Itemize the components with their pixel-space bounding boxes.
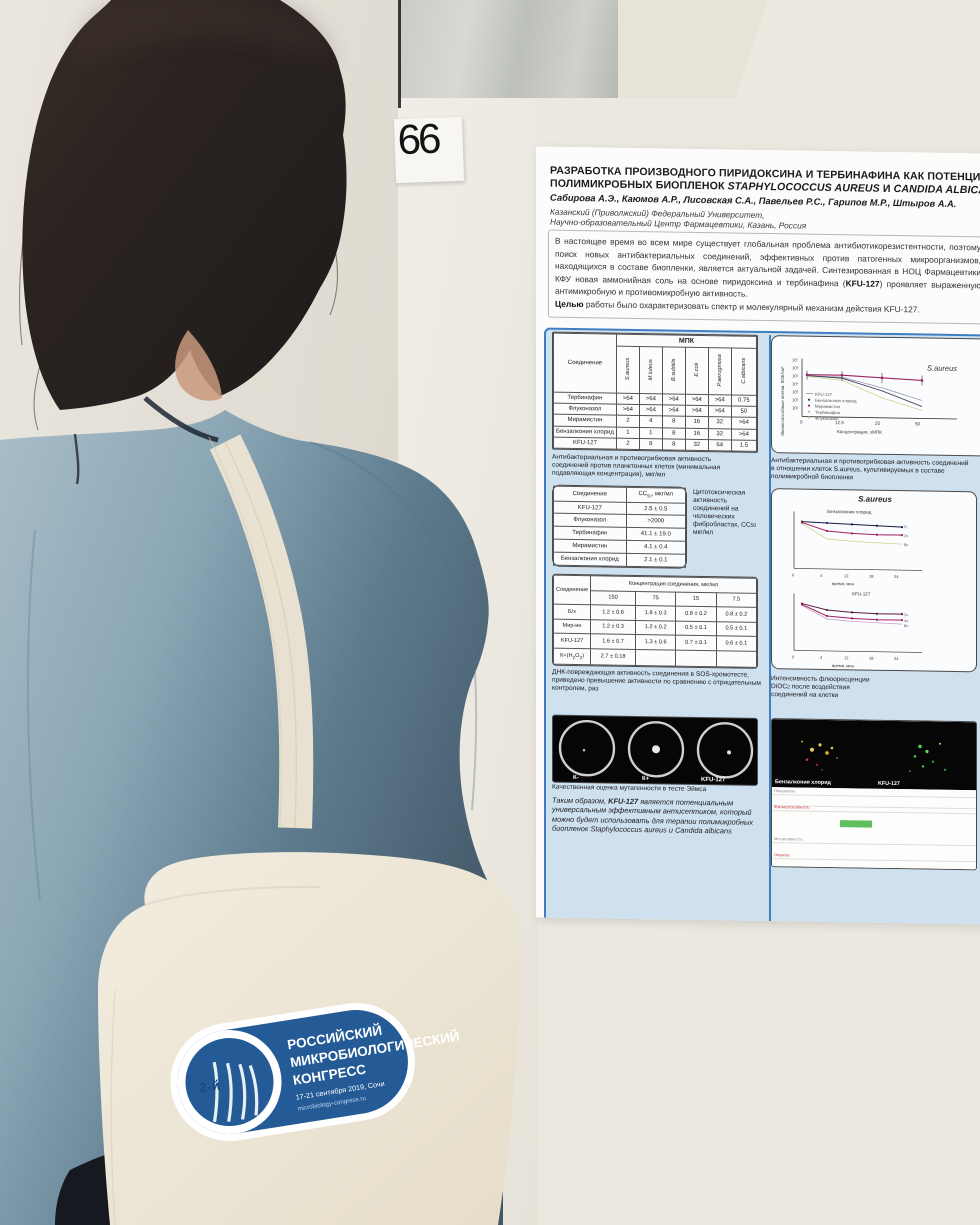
svg-text:2-й: 2-й bbox=[198, 1077, 221, 1096]
